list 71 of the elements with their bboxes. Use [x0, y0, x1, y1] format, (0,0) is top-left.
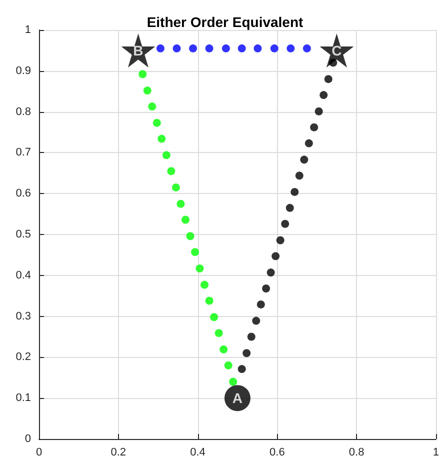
point: [286, 204, 294, 212]
x-tick-label: 0.8: [348, 446, 364, 458]
point: [210, 313, 218, 322]
point: [172, 183, 180, 192]
data-label: B: [133, 42, 144, 58]
y-tick-label: 0.9: [16, 64, 31, 77]
point: [224, 361, 232, 370]
point: [270, 44, 278, 52]
y-tick-label: 0.2: [16, 351, 31, 364]
point: [242, 349, 251, 358]
point: [138, 70, 147, 78]
point: [229, 378, 238, 386]
x-tick-label: 0.2: [110, 446, 126, 458]
point: [158, 134, 166, 143]
x-tick-label: 0.4: [190, 446, 206, 458]
point: [272, 252, 280, 260]
y-tick-label: 0.8: [16, 106, 31, 118]
point: [200, 280, 209, 289]
point: [302, 44, 311, 52]
point: [152, 118, 161, 127]
point: [295, 172, 304, 180]
point: [320, 33, 354, 68]
data-label: A: [232, 390, 243, 406]
point: [176, 200, 185, 208]
point: [276, 236, 284, 244]
point: [252, 316, 260, 325]
point: [186, 232, 194, 240]
x-tick-label: 0: [36, 446, 42, 458]
point: [290, 188, 299, 196]
point: [254, 44, 262, 52]
point: [238, 365, 246, 374]
y-tick-label: 0: [24, 433, 31, 445]
point: [320, 91, 328, 100]
point: [238, 44, 246, 52]
point: [191, 248, 199, 256]
point: [286, 44, 295, 52]
point: [205, 44, 214, 52]
point: [220, 345, 228, 354]
point: [156, 44, 164, 52]
point: [214, 329, 223, 338]
point: [222, 44, 230, 52]
point: [172, 44, 181, 52]
x-tick-label: 1: [432, 446, 440, 458]
y-tick-label: 0.5: [16, 228, 31, 240]
y-tick-label: 0.1: [16, 392, 31, 404]
point: [310, 123, 318, 132]
point: [281, 220, 290, 228]
point: [304, 139, 313, 148]
y-tick-label: 1: [24, 24, 31, 36]
point: [196, 264, 204, 272]
y-tick-label: 0.3: [16, 310, 31, 322]
point: [205, 296, 214, 305]
y-tick-label: 0.4: [16, 269, 31, 282]
y-tick-label: 0.7: [16, 146, 31, 159]
point: [262, 284, 270, 292]
y-tick-label: 0.6: [16, 188, 31, 200]
point: [143, 86, 152, 95]
point: [162, 151, 170, 160]
point: [189, 44, 198, 52]
point: [181, 216, 190, 224]
chart-title: Either Order Equivalent: [146, 14, 304, 30]
point: [256, 300, 265, 308]
point: [300, 156, 308, 164]
point: [324, 75, 332, 84]
point: [314, 107, 323, 116]
x-tick-label: 0.6: [270, 446, 285, 458]
point: [266, 268, 275, 277]
data-label: C: [332, 42, 342, 58]
point: [148, 102, 156, 110]
point: [167, 167, 176, 176]
point: [247, 332, 256, 341]
